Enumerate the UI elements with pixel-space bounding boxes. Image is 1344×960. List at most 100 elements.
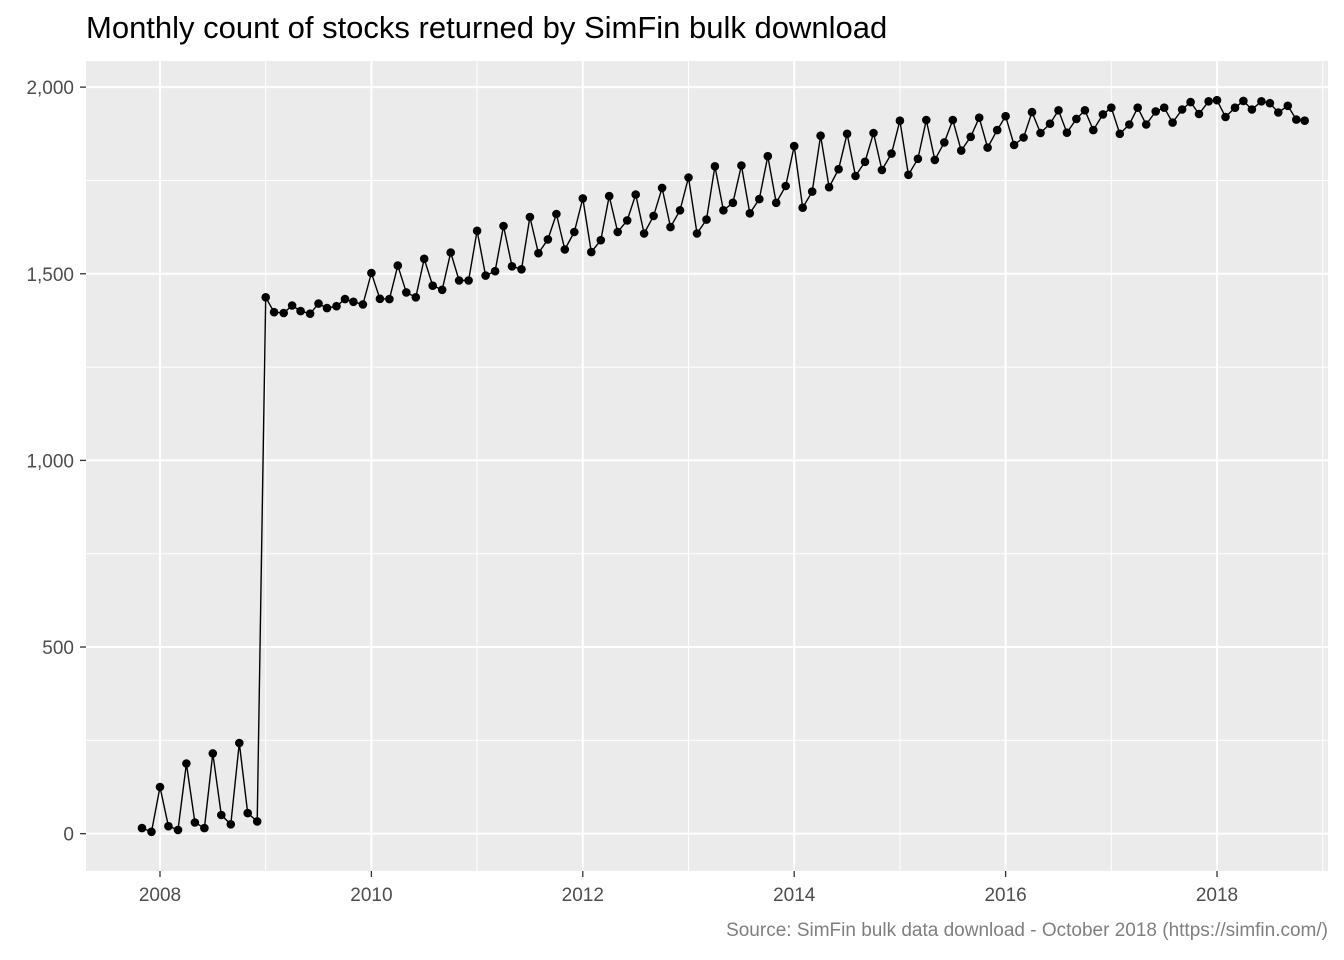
x-tick-label: 2018 bbox=[1196, 885, 1238, 906]
data-point bbox=[1098, 110, 1108, 119]
data-point bbox=[1141, 120, 1151, 129]
data-point bbox=[314, 299, 323, 308]
data-point bbox=[763, 151, 773, 161]
data-point bbox=[1283, 101, 1293, 111]
data-point bbox=[922, 115, 931, 125]
data-point bbox=[296, 306, 305, 316]
data-point bbox=[737, 161, 746, 170]
y-tick-label: 2,000 bbox=[26, 78, 74, 99]
data-point bbox=[745, 209, 755, 218]
data-point bbox=[1107, 103, 1116, 112]
data-point bbox=[596, 235, 606, 245]
data-point bbox=[1080, 106, 1090, 115]
x-tick-label: 2012 bbox=[562, 885, 604, 906]
data-point bbox=[966, 132, 975, 142]
data-point bbox=[226, 820, 236, 829]
data-point bbox=[789, 141, 799, 151]
data-point bbox=[842, 129, 852, 139]
y-axis: 0 500 1,000 1,500 2,000 bbox=[26, 78, 86, 846]
data-point bbox=[534, 248, 543, 258]
data-point bbox=[649, 211, 658, 221]
data-point bbox=[1230, 103, 1240, 112]
minor-gridlines bbox=[86, 61, 1328, 871]
data-point bbox=[1247, 105, 1257, 114]
data-point bbox=[904, 170, 913, 180]
data-point bbox=[940, 138, 949, 147]
data-point bbox=[428, 281, 438, 291]
data-point bbox=[860, 157, 870, 167]
data-point bbox=[507, 262, 517, 271]
data-point bbox=[155, 782, 165, 792]
data-point bbox=[525, 212, 535, 222]
data-point bbox=[543, 235, 553, 244]
data-point bbox=[560, 245, 570, 254]
y-tick-label: 500 bbox=[42, 638, 74, 659]
data-point bbox=[481, 271, 490, 280]
data-point bbox=[147, 827, 156, 837]
data-point bbox=[173, 825, 183, 835]
data-point bbox=[190, 818, 200, 827]
x-tick-label: 2016 bbox=[984, 885, 1026, 906]
data-point bbox=[1257, 97, 1266, 106]
data-point bbox=[411, 293, 421, 302]
data-point bbox=[1300, 116, 1309, 125]
x-axis: 2008 2010 2012 2014 2016 2018 bbox=[139, 871, 1238, 906]
y-tick-label: 1,000 bbox=[26, 451, 74, 472]
data-point bbox=[1177, 105, 1187, 114]
data-point bbox=[702, 215, 711, 224]
data-point bbox=[1115, 129, 1125, 139]
data-point bbox=[719, 206, 728, 215]
data-point bbox=[517, 265, 526, 274]
data-point bbox=[869, 128, 878, 138]
data-point bbox=[1151, 107, 1160, 116]
data-point bbox=[1125, 120, 1134, 129]
chart-caption: Source: SimFin bulk data download - Octo… bbox=[726, 920, 1328, 941]
data-point bbox=[419, 254, 429, 264]
data-point bbox=[1265, 98, 1275, 108]
data-point bbox=[631, 190, 640, 199]
data-point bbox=[490, 266, 500, 276]
data-point bbox=[385, 294, 394, 304]
data-point bbox=[137, 823, 147, 833]
data-point bbox=[587, 247, 596, 257]
y-tick-label: 0 bbox=[63, 825, 74, 846]
data-point bbox=[755, 194, 764, 204]
data-point bbox=[1009, 140, 1019, 150]
data-point bbox=[1019, 133, 1028, 142]
y-tick-label: 1,500 bbox=[26, 265, 74, 286]
data-point bbox=[287, 301, 297, 310]
data-point bbox=[279, 308, 289, 318]
data-point bbox=[1159, 103, 1169, 112]
data-point bbox=[974, 113, 984, 122]
data-point bbox=[243, 808, 252, 818]
data-point bbox=[824, 182, 834, 192]
data-point bbox=[1204, 97, 1213, 106]
data-point bbox=[1072, 114, 1081, 124]
data-point bbox=[613, 227, 622, 237]
data-point bbox=[1239, 96, 1248, 106]
data-point bbox=[930, 155, 940, 165]
data-point bbox=[1089, 125, 1098, 135]
data-point bbox=[728, 198, 738, 208]
data-point bbox=[639, 229, 649, 238]
data-point bbox=[208, 749, 218, 758]
data-point bbox=[657, 183, 667, 193]
data-point bbox=[552, 209, 561, 219]
data-point bbox=[340, 294, 350, 304]
data-point bbox=[1045, 119, 1055, 128]
data-point bbox=[402, 288, 411, 297]
data-point bbox=[1168, 118, 1177, 127]
data-point bbox=[578, 194, 588, 203]
data-point bbox=[454, 276, 464, 285]
data-point bbox=[692, 229, 702, 238]
data-point bbox=[887, 149, 896, 158]
data-point bbox=[1001, 111, 1010, 121]
data-point bbox=[913, 154, 923, 164]
data-point bbox=[472, 226, 482, 236]
data-point bbox=[367, 268, 376, 278]
data-point bbox=[322, 303, 332, 313]
data-point bbox=[1036, 128, 1045, 138]
data-point bbox=[781, 181, 790, 191]
data-point bbox=[1194, 109, 1204, 119]
data-point bbox=[1062, 128, 1072, 137]
